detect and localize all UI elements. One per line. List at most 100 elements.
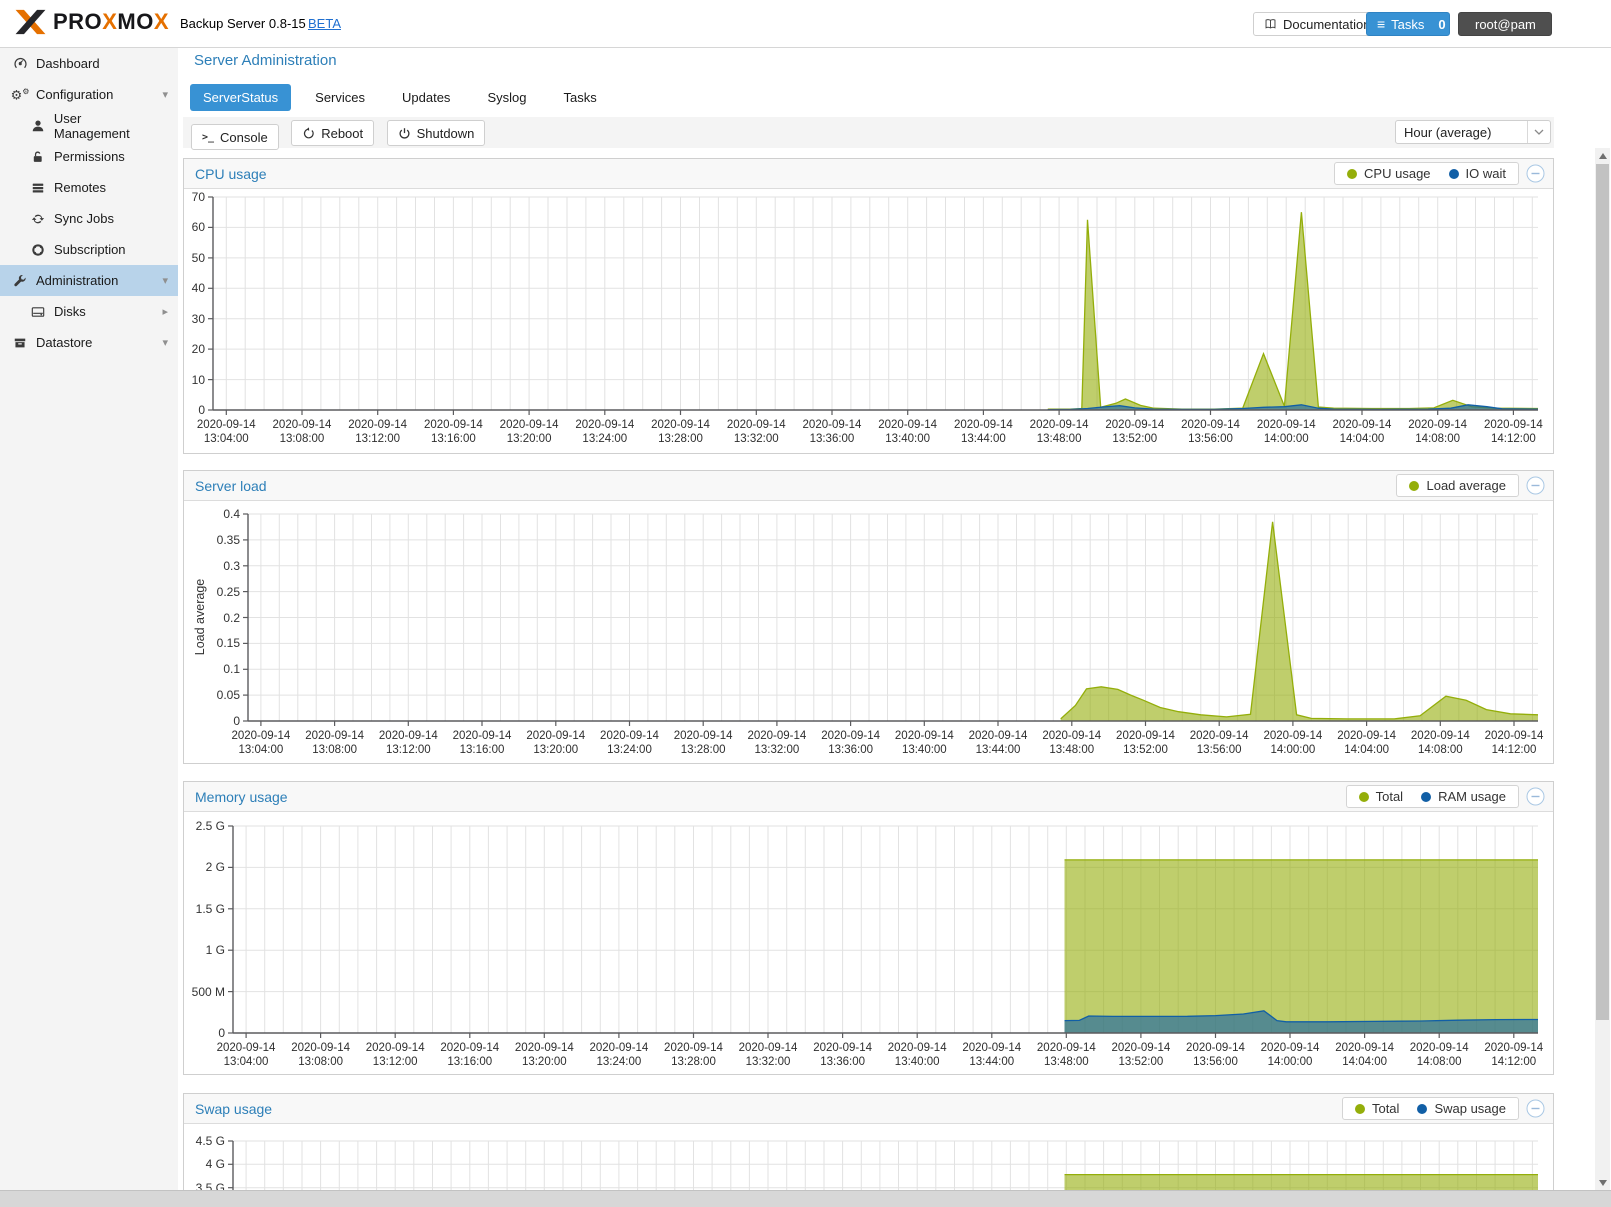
lifering-icon — [30, 243, 46, 257]
collapse-icon[interactable] — [1526, 1099, 1545, 1118]
vertical-scrollbar[interactable] — [1595, 148, 1610, 1190]
legend-item[interactable]: RAM usage — [1421, 789, 1506, 804]
page-title: Server Administration — [194, 52, 337, 69]
sidebar-item-permissions[interactable]: Permissions — [0, 141, 178, 172]
panel-title: Server load — [195, 477, 267, 494]
combo-trigger[interactable] — [1527, 121, 1550, 143]
legend-item[interactable]: CPU usage — [1347, 166, 1431, 181]
sidebar-item-dashboard[interactable]: Dashboard — [0, 48, 178, 79]
collapse-icon[interactable] — [1526, 787, 1545, 806]
sidebar-item-user-management[interactable]: User Management — [0, 110, 178, 141]
horizontal-scrollbar[interactable] — [0, 1190, 1611, 1207]
sync-icon — [30, 212, 46, 226]
y-tick-label: 60 — [191, 220, 205, 235]
legend-item[interactable]: Total — [1354, 1101, 1399, 1116]
sidebar-item-sync-jobs[interactable]: Sync Jobs — [0, 203, 178, 234]
sidebar-item-label: Permissions — [54, 149, 125, 164]
tasks-button[interactable]: ≡ Tasks 0 — [1366, 12, 1450, 36]
disk-icon — [30, 305, 46, 319]
user-menu-button[interactable]: root@pam — [1458, 12, 1552, 36]
scrollbar-thumb[interactable] — [1596, 164, 1609, 1020]
y-tick-label: 0.05 — [216, 688, 240, 703]
tab-serverstatus[interactable]: ServerStatus — [190, 84, 292, 111]
sidebar-item-remotes[interactable]: Remotes — [0, 172, 178, 203]
x-tick-label: 2020-09-14 13:32:00 — [747, 730, 807, 756]
legend-label: RAM usage — [1438, 789, 1506, 804]
collapse-icon[interactable] — [1526, 476, 1545, 495]
tab-updates[interactable]: Updates — [402, 90, 451, 105]
x-tick-label: 2020-09-14 13:08:00 — [272, 419, 332, 445]
sidebar-item-configuration[interactable]: ⚙⚙ Configuration ▾ — [0, 79, 178, 110]
x-tick-label: 2020-09-14 13:44:00 — [962, 1042, 1022, 1068]
tab-syslog[interactable]: Syslog — [487, 90, 527, 105]
memory-usage-chart: 0 500 M 1 G 1.5 G 2 G 2.5 G 2020-09-14 13:04:00… — [184, 811, 1553, 1074]
x-tick-label: 2020-09-14 13:28:00 — [664, 1042, 723, 1068]
y-tick-label: 0.2 — [223, 610, 240, 625]
y-tick-label: 0.3 — [223, 558, 240, 573]
panel-header: Swap usage Total Swap usage — [184, 1094, 1553, 1124]
x-tick-label: 2020-09-14 13:32:00 — [738, 1042, 798, 1068]
y-tick-label: 0 — [233, 714, 240, 728]
x-tick-label: 2020-09-14 13:44:00 — [968, 730, 1028, 756]
y-tick-label: 2 G — [205, 860, 225, 875]
expander-icon[interactable]: ▾ — [162, 337, 168, 349]
tab-tasks[interactable]: Tasks — [563, 90, 597, 105]
console-button[interactable]: >_ Console — [191, 124, 279, 150]
sidebar-item-label: Sync Jobs — [54, 211, 114, 226]
y-tick-label: 50 — [191, 250, 205, 265]
x-tick-label: 2020-09-14 13:28:00 — [673, 730, 733, 756]
y-tick-label: 20 — [191, 342, 205, 357]
y-tick-label: 1 G — [205, 943, 225, 958]
timerange-select[interactable]: Hour (average) — [1395, 120, 1551, 144]
sidebar-item-label: Subscription — [54, 242, 126, 257]
y-tick-label: 2.5 G — [195, 819, 225, 833]
documentation-button[interactable]: Documentation — [1253, 12, 1382, 36]
x-tick-label: 2020-09-14 13:24:00 — [575, 419, 635, 445]
scroll-down-icon[interactable] — [1595, 1175, 1610, 1190]
reboot-button[interactable]: Reboot — [291, 120, 375, 146]
product-version-label: Backup Server 0.8-15 — [180, 16, 306, 31]
x-tick-label: 2020-09-14 13:08:00 — [305, 730, 365, 756]
sidebar-item-label: Datastore — [36, 335, 93, 350]
panel-server-load: Server load Load average 0 0.05 0.1 0.15 0.2… — [183, 470, 1554, 764]
power-icon — [399, 127, 410, 139]
x-tick-label: 2020-09-14 14:12:00 — [1483, 419, 1543, 445]
x-tick-label: 2020-09-14 13:40:00 — [887, 1042, 947, 1068]
sidebar-item-label: Remotes — [54, 180, 107, 195]
legend-item[interactable]: Load average — [1409, 478, 1506, 493]
x-tick-label: 2020-09-14 14:04:00 — [1337, 730, 1397, 756]
y-tick-label: 0.15 — [216, 636, 240, 651]
tab-services[interactable]: Services — [315, 90, 366, 105]
sidebar-item-disks[interactable]: Disks ▸ — [0, 296, 178, 327]
x-tick-label: 2020-09-14 13:12:00 — [378, 730, 438, 756]
x-tick-label: 2020-09-14 13:16:00 — [440, 1042, 500, 1068]
x-tick-label: 2020-09-14 13:48:00 — [1042, 730, 1102, 756]
y-tick-label: 70 — [191, 190, 205, 204]
expander-icon[interactable]: ▸ — [162, 306, 168, 318]
legend-item[interactable]: IO wait — [1448, 166, 1506, 181]
sidebar-item-datastore[interactable]: Datastore ▾ — [0, 327, 178, 358]
y-tick-label: 10 — [191, 372, 205, 387]
legend-item[interactable]: Total — [1358, 789, 1403, 804]
scroll-up-icon[interactable] — [1595, 148, 1610, 163]
legend-dot-icon — [1358, 791, 1369, 802]
x-tick-label: 2020-09-14 14:08:00 — [1409, 1042, 1469, 1068]
x-tick-label: 2020-09-14 13:12:00 — [348, 419, 408, 445]
legend-item[interactable]: Swap usage — [1417, 1101, 1506, 1116]
y-tick-label: 1.5 G — [195, 901, 225, 916]
legend-label: Swap usage — [1434, 1101, 1506, 1116]
expander-icon[interactable]: ▾ — [162, 275, 168, 287]
x-tick-label: 2020-09-14 13:16:00 — [423, 419, 483, 445]
panel-title: Memory usage — [195, 788, 288, 805]
proxmox-logo: PROXMOX — [14, 8, 169, 36]
sidebar-item-subscription[interactable]: Subscription — [0, 234, 178, 265]
sidebar-nav: Dashboard ⚙⚙ Configuration ▾ User Manage… — [0, 48, 178, 1190]
collapse-icon[interactable] — [1526, 164, 1545, 183]
shutdown-button[interactable]: Shutdown — [386, 120, 486, 146]
sidebar-item-administration[interactable]: Administration ▾ — [0, 265, 178, 296]
expander-icon[interactable]: ▾ — [162, 89, 168, 101]
beta-link[interactable]: BETA — [308, 16, 341, 31]
x-tick-label: 2020-09-14 13:20:00 — [499, 419, 559, 445]
panel-header: Server load Load average — [184, 471, 1553, 501]
